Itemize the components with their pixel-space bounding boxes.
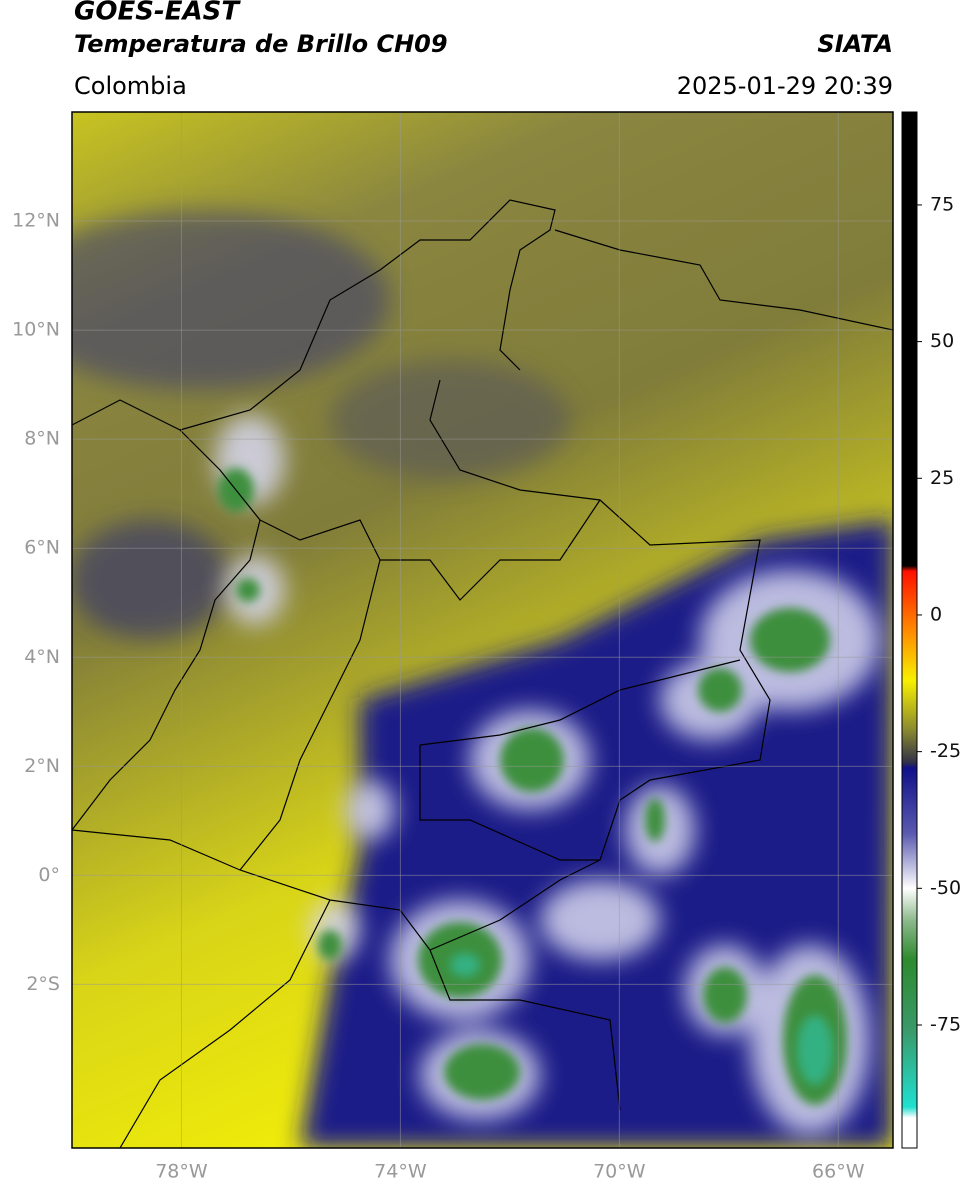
colorbar-tick-label: -50 <box>930 877 961 899</box>
y-tick-label: 0° <box>38 864 60 886</box>
colorbar-tick-label: 75 <box>930 193 954 215</box>
y-tick-label: 6°N <box>24 537 60 559</box>
colorbar-tick-label: 50 <box>930 330 954 352</box>
colorbar-tick-label: 0 <box>930 603 942 625</box>
y-tick-label: 10°N <box>12 319 60 341</box>
x-tick-label: 78°W <box>155 1161 208 1183</box>
y-tick-label: 2°N <box>24 755 60 777</box>
title: GOES-EAST <box>74 0 241 27</box>
region: Colombia <box>74 72 187 100</box>
x-tick-label: 66°W <box>812 1161 865 1183</box>
map-frame <box>71 111 894 1149</box>
y-tick-label: 4°N <box>24 646 60 668</box>
y-tick-label: 12°N <box>12 210 60 232</box>
source: SIATA <box>817 30 893 58</box>
y-tick-label: 2°S <box>26 973 60 995</box>
colorbar <box>901 111 918 1149</box>
datetime: 2025-01-29 20:39 <box>677 72 893 100</box>
subtitle: Temperatura de Brillo CH09 <box>74 30 448 58</box>
colorbar-tick-label: -75 <box>930 1013 961 1035</box>
grid <box>72 112 893 1148</box>
x-tick-label: 70°W <box>593 1161 646 1183</box>
colorbar-tick-label: 25 <box>930 467 954 489</box>
colorbar-tick-label: -25 <box>930 740 961 762</box>
x-tick-label: 74°W <box>374 1161 427 1183</box>
satellite-image <box>72 112 893 1148</box>
y-tick-label: 8°N <box>24 428 60 450</box>
